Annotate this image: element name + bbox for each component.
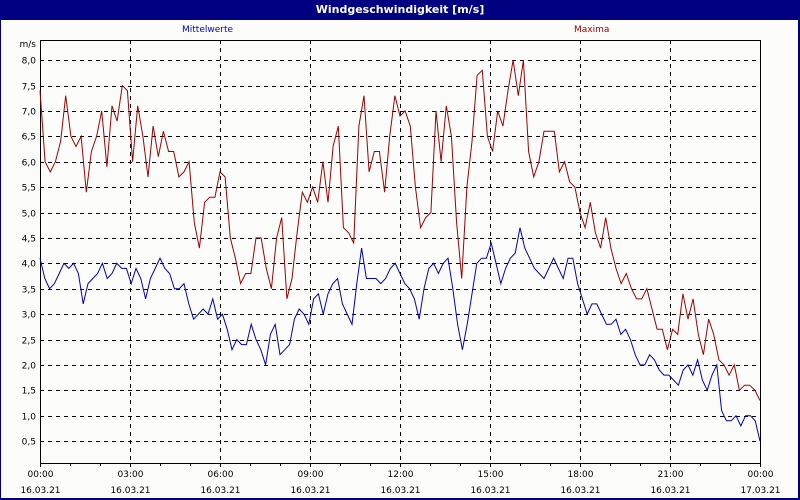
x-tick-time: 00:00: [28, 470, 54, 480]
x-tick-date: 16.03.21: [380, 486, 420, 496]
y-tick-label: 3,0: [22, 311, 37, 321]
x-tick-date: 16.03.21: [470, 486, 510, 496]
x-tick-time: 15:00: [478, 470, 504, 480]
x-tick-date: 16.03.21: [560, 486, 600, 496]
x-tick-date: 16.03.21: [110, 486, 150, 496]
y-tick-label: 6,5: [22, 133, 36, 143]
legend-max: Maxima: [574, 25, 610, 35]
chart-panel: Mittelwerte Maxima: [1, 20, 798, 498]
x-tick-time: 12:00: [388, 470, 414, 480]
legend-mean: Mittelwerte: [182, 25, 234, 35]
series-maxima: [39, 60, 761, 401]
y-tick-label: 5,0: [22, 210, 37, 220]
x-tick-time: 21:00: [658, 470, 684, 480]
x-tick-time: 00:00: [748, 470, 774, 480]
y-tick-label: 2,0: [22, 362, 37, 372]
x-tick-date: 16.03.21: [290, 486, 330, 496]
y-tick-label: 8,0: [22, 57, 37, 67]
y-axis-unit: m/s: [20, 40, 37, 50]
x-tick-time: 09:00: [298, 470, 324, 480]
x-tick-date: 16.03.21: [20, 486, 60, 496]
y-tick-label: 5,5: [22, 184, 36, 194]
y-tick-label: 6,0: [22, 159, 37, 169]
y-tick-label: 4,0: [22, 260, 37, 270]
chart-title: Windgeschwindigkeit [m/s]: [315, 3, 485, 16]
x-tick-date: 17.03.21: [740, 486, 780, 496]
x-tick-date: 16.03.21: [200, 486, 240, 496]
y-tick-label: 1,5: [22, 387, 36, 397]
y-tick-label: 1,0: [22, 413, 37, 423]
x-tick-time: 06:00: [208, 470, 234, 480]
series-mittelwerte: [39, 227, 761, 442]
y-tick-label: 4,5: [22, 235, 36, 245]
x-tick-time: 18:00: [568, 470, 594, 480]
y-tick-label: 3,5: [22, 286, 36, 296]
x-tick-time: 03:00: [118, 470, 144, 480]
y-tick-label: 2,5: [22, 337, 36, 347]
y-tick-label: 7,5: [22, 83, 36, 93]
y-tick-label: 7,0: [22, 108, 37, 118]
y-tick-label: 0,5: [22, 438, 36, 448]
x-tick-date: 16.03.21: [650, 486, 690, 496]
